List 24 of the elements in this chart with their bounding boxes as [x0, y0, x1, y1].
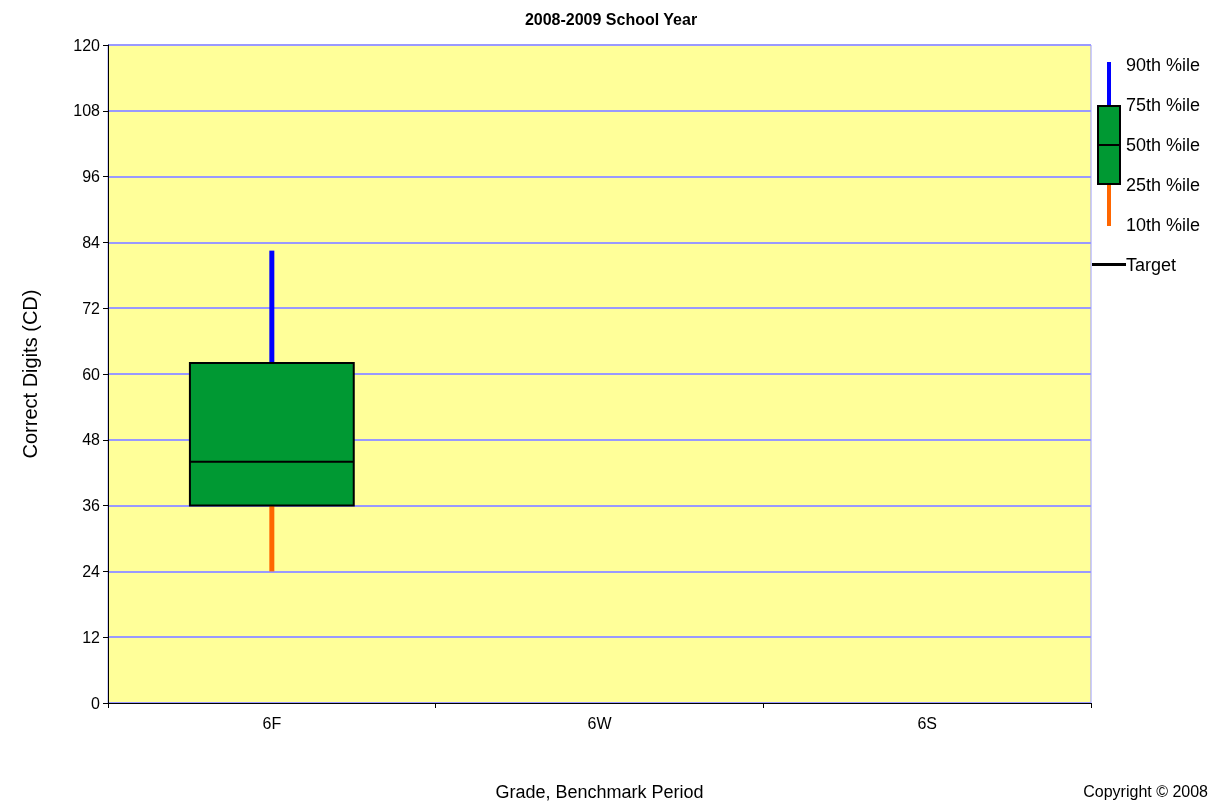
- text: 25th %ile: [1126, 175, 1201, 195]
- y-tick-label: 120: [73, 36, 101, 54]
- text: 50th %ile: [1126, 135, 1201, 155]
- x-tick-label: 6S: [917, 714, 937, 732]
- x-axis-title: Grade, Benchmark Period: [495, 782, 704, 802]
- x-tick-label: 6W: [587, 714, 613, 732]
- y-tick-label: 72: [82, 299, 101, 317]
- text: 75th %ile: [1126, 95, 1201, 115]
- text: Copyright © 2008: [1083, 782, 1208, 802]
- y-tick-label: 12: [82, 628, 101, 646]
- text: Target: [1126, 255, 1177, 275]
- y-tick-label: 96: [82, 168, 101, 186]
- chart-title: 2008-2009 School Year: [524, 10, 698, 28]
- y-tick-label: 36: [82, 497, 101, 515]
- text: 90th %ile: [1126, 55, 1201, 75]
- y-tick-label: 108: [73, 102, 101, 120]
- y-tick-label: 0: [91, 694, 101, 712]
- x-tick-label: 6F: [262, 714, 282, 732]
- y-tick-label: 48: [82, 431, 101, 449]
- y-tick-label: 84: [82, 233, 101, 251]
- text: 10th %ile: [1126, 215, 1201, 235]
- y-tick-label: 24: [82, 562, 101, 580]
- y-axis-title: Correct Digits (CD): [19, 289, 41, 459]
- y-tick-label: 60: [82, 365, 101, 383]
